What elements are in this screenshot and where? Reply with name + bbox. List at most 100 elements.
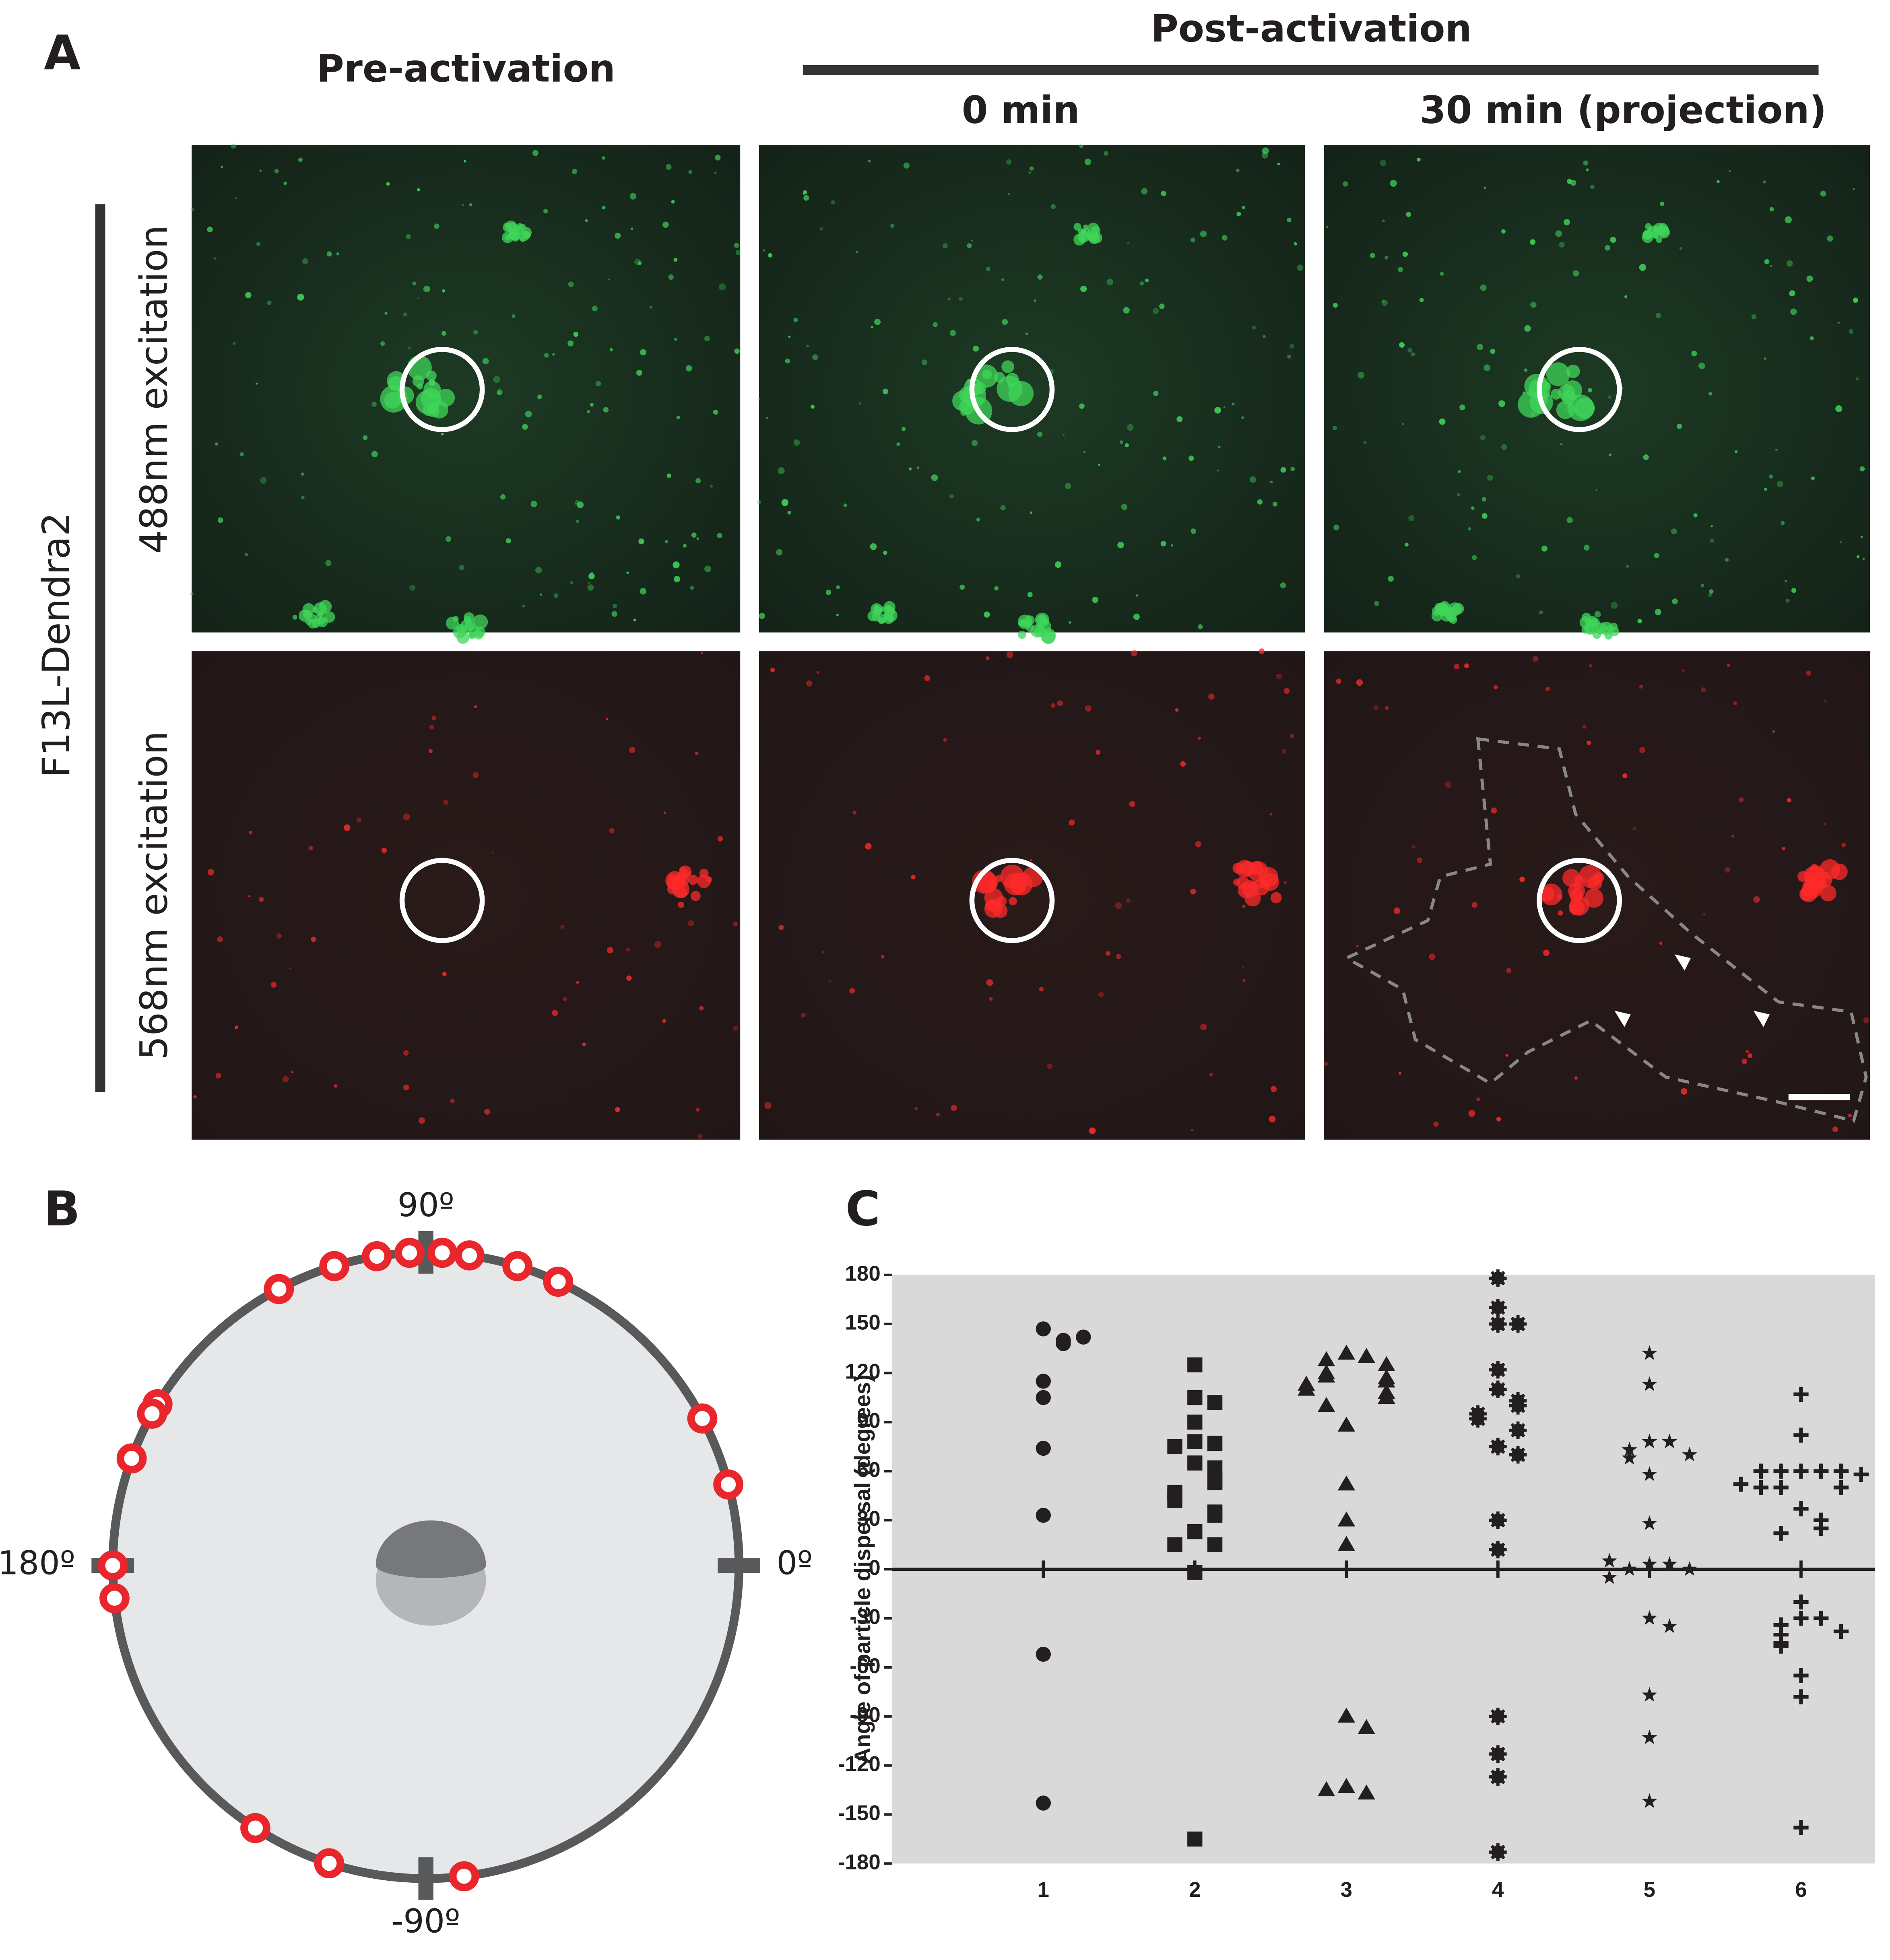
speckle [1037, 431, 1043, 437]
speckle [1477, 344, 1484, 350]
activation-roi [399, 858, 485, 943]
speckle [1401, 423, 1404, 425]
speckle [1050, 204, 1056, 209]
speckle [491, 852, 494, 854]
speckle [868, 159, 871, 163]
speckle [283, 182, 287, 185]
speckle [1764, 259, 1770, 264]
signal [469, 625, 481, 638]
data-point [1056, 1336, 1071, 1351]
speckle [446, 536, 452, 542]
speckle [1290, 466, 1295, 471]
speckle [616, 515, 621, 520]
signal [1081, 228, 1091, 237]
y-tick-label: 150 [845, 1311, 880, 1335]
signal [887, 615, 894, 622]
speckle [1115, 902, 1122, 909]
data-point [1358, 1719, 1375, 1734]
speckle [1491, 807, 1497, 814]
speckle [244, 553, 248, 557]
signal [1025, 623, 1034, 632]
speckle [1480, 284, 1487, 291]
speckle [971, 239, 974, 242]
signal [1024, 615, 1035, 625]
image-background [759, 651, 1305, 1140]
speckle [984, 611, 990, 618]
speckle [1089, 1127, 1096, 1134]
speckle [213, 256, 217, 260]
speckle [1587, 741, 1591, 745]
speckle [1393, 907, 1401, 914]
speckle [1419, 297, 1424, 302]
speckle [568, 281, 574, 287]
speckle [633, 619, 636, 621]
signal [1651, 230, 1659, 238]
speckle [662, 221, 669, 228]
speckle [535, 567, 542, 574]
speckle [1589, 664, 1592, 668]
speckle [890, 224, 894, 228]
speckle [1439, 418, 1446, 425]
panel-label: A [44, 25, 81, 80]
data-point [1753, 1480, 1769, 1495]
speckle [1464, 663, 1469, 668]
x-tick-label: 3 [1341, 1878, 1352, 1902]
speckle [1380, 160, 1387, 166]
arrowhead [1614, 1011, 1631, 1027]
speckle [936, 1113, 940, 1117]
signal [503, 223, 512, 232]
speckle [714, 171, 717, 174]
speckle [1563, 219, 1570, 226]
data-point [1773, 1638, 1789, 1654]
speckle [1838, 322, 1840, 324]
y-tick-label: -60 [850, 1654, 880, 1678]
data-point [1642, 1376, 1657, 1391]
speckle [1085, 705, 1091, 712]
speckle [248, 895, 250, 897]
signal [318, 617, 325, 625]
speckle [1524, 368, 1528, 372]
data-point [1337, 1475, 1356, 1491]
signal [1642, 229, 1653, 240]
speckle [217, 936, 223, 942]
speckle [1735, 450, 1738, 454]
speckle [1595, 489, 1598, 491]
speckle [811, 404, 815, 409]
speckle [673, 258, 678, 262]
speckle [1784, 580, 1787, 582]
speckle [1840, 541, 1843, 544]
data-point [1682, 1561, 1698, 1576]
data-point [1793, 1594, 1809, 1610]
speckle [434, 223, 439, 229]
speckle [714, 155, 721, 161]
speckle [1283, 688, 1290, 694]
speckle [1297, 264, 1304, 271]
speckle [1116, 954, 1121, 959]
speckle [758, 398, 760, 401]
speckle [1027, 592, 1033, 597]
speckle [1159, 303, 1165, 309]
speckle [1659, 942, 1663, 945]
data-point [1773, 1463, 1789, 1479]
speckle [472, 772, 479, 778]
speckle [986, 979, 993, 986]
speckle [554, 593, 559, 598]
data-point [1036, 1795, 1051, 1811]
speckle [1820, 190, 1826, 197]
data-point [1682, 1446, 1698, 1462]
speckle [678, 902, 685, 908]
arrowhead [1753, 1011, 1770, 1027]
speckle [406, 234, 411, 239]
speckle [1789, 290, 1795, 297]
speckle [828, 980, 831, 982]
speckle [1691, 351, 1697, 357]
speckle [1153, 390, 1159, 396]
speckle [418, 1117, 425, 1124]
signal [1546, 362, 1570, 386]
speckle [1002, 319, 1008, 325]
signal [1579, 616, 1592, 629]
speckle [1242, 979, 1246, 982]
data-point [1509, 1446, 1527, 1464]
data-point [1509, 1397, 1527, 1415]
speckle [821, 951, 825, 954]
